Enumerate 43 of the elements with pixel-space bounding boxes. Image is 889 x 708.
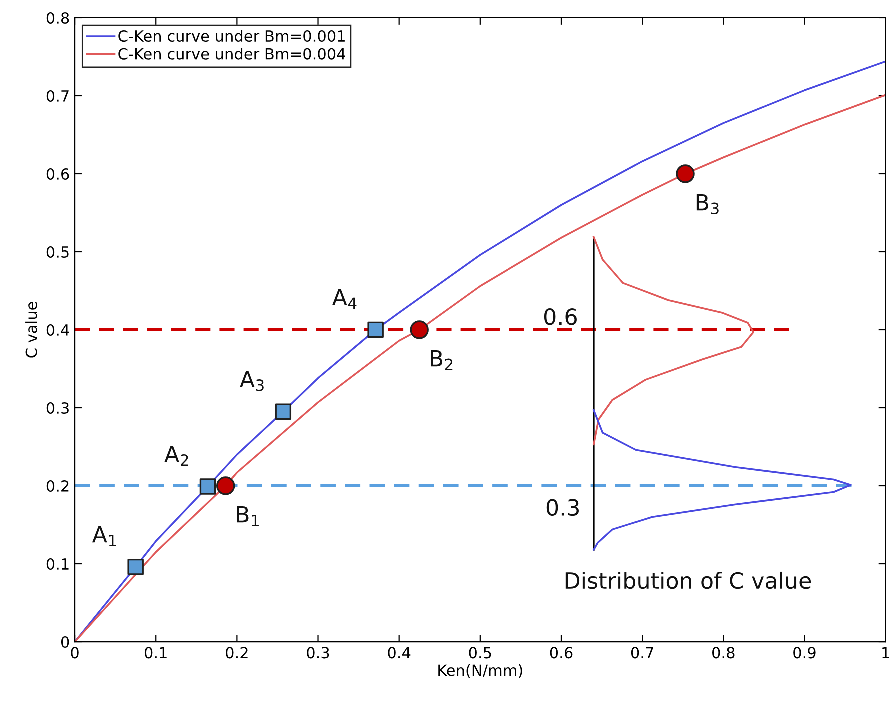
- point: [410, 320, 429, 340]
- x-tick-label: 0.4: [388, 647, 411, 659]
- x-tick-label: 0.3: [307, 647, 330, 659]
- x-tick-label: 1: [882, 647, 889, 658]
- line-series: [593, 236, 755, 446]
- annotation: A$_{2}$: [164, 446, 188, 466]
- line-series: [593, 409, 852, 551]
- x-tick-label: 0.8: [712, 647, 735, 659]
- point: [200, 478, 216, 495]
- x-tick-label: 0.1: [144, 647, 167, 659]
- y-tick-label: 0.7: [46, 90, 69, 102]
- x-tick-label: 0: [71, 647, 79, 659]
- y-tick-label: 0.6: [46, 168, 70, 180]
- annotation: A$_{4}$: [332, 289, 357, 310]
- x-tick-label: 0.2: [226, 647, 248, 659]
- point: [368, 322, 384, 338]
- annotation: B$_{3}$: [696, 194, 719, 215]
- y-tick-label: 0.5: [46, 246, 69, 258]
- x-axis-title: Ken(N/mm): [438, 664, 522, 678]
- legend-label: C-Ken curve under Bm=0.004: [118, 48, 346, 60]
- point: [216, 476, 236, 496]
- y-axis-title: C value: [26, 302, 38, 358]
- y-tick-label: 0.8: [46, 12, 70, 24]
- y-tick-label: 0.2: [46, 480, 69, 492]
- annotation: B$_{1}$: [237, 506, 259, 526]
- annotation: A$_{3}$: [240, 371, 264, 392]
- y-tick-label: 0.4: [46, 324, 70, 336]
- x-tick-label: 0.6: [550, 647, 573, 659]
- point: [275, 404, 292, 420]
- annotation: 0.3: [546, 499, 580, 516]
- annotation: A$_{1}$: [92, 526, 116, 546]
- point: [128, 559, 144, 576]
- x-tick-label: 0.5: [469, 647, 492, 659]
- y-tick-label: 0.1: [46, 558, 69, 570]
- y-tick-label: 0.3: [46, 402, 69, 414]
- legend-label: C-Ken curve under Bm=0.001: [118, 30, 345, 42]
- annotation: B$_{2}$: [431, 350, 453, 370]
- annotation: 0.6: [544, 308, 577, 326]
- point: [676, 164, 695, 184]
- annotation: Distribution of C value: [566, 572, 812, 590]
- x-tick-label: 0.9: [794, 647, 816, 659]
- x-tick-label: 0.7: [631, 647, 654, 659]
- y-tick-label: 0: [61, 636, 70, 648]
